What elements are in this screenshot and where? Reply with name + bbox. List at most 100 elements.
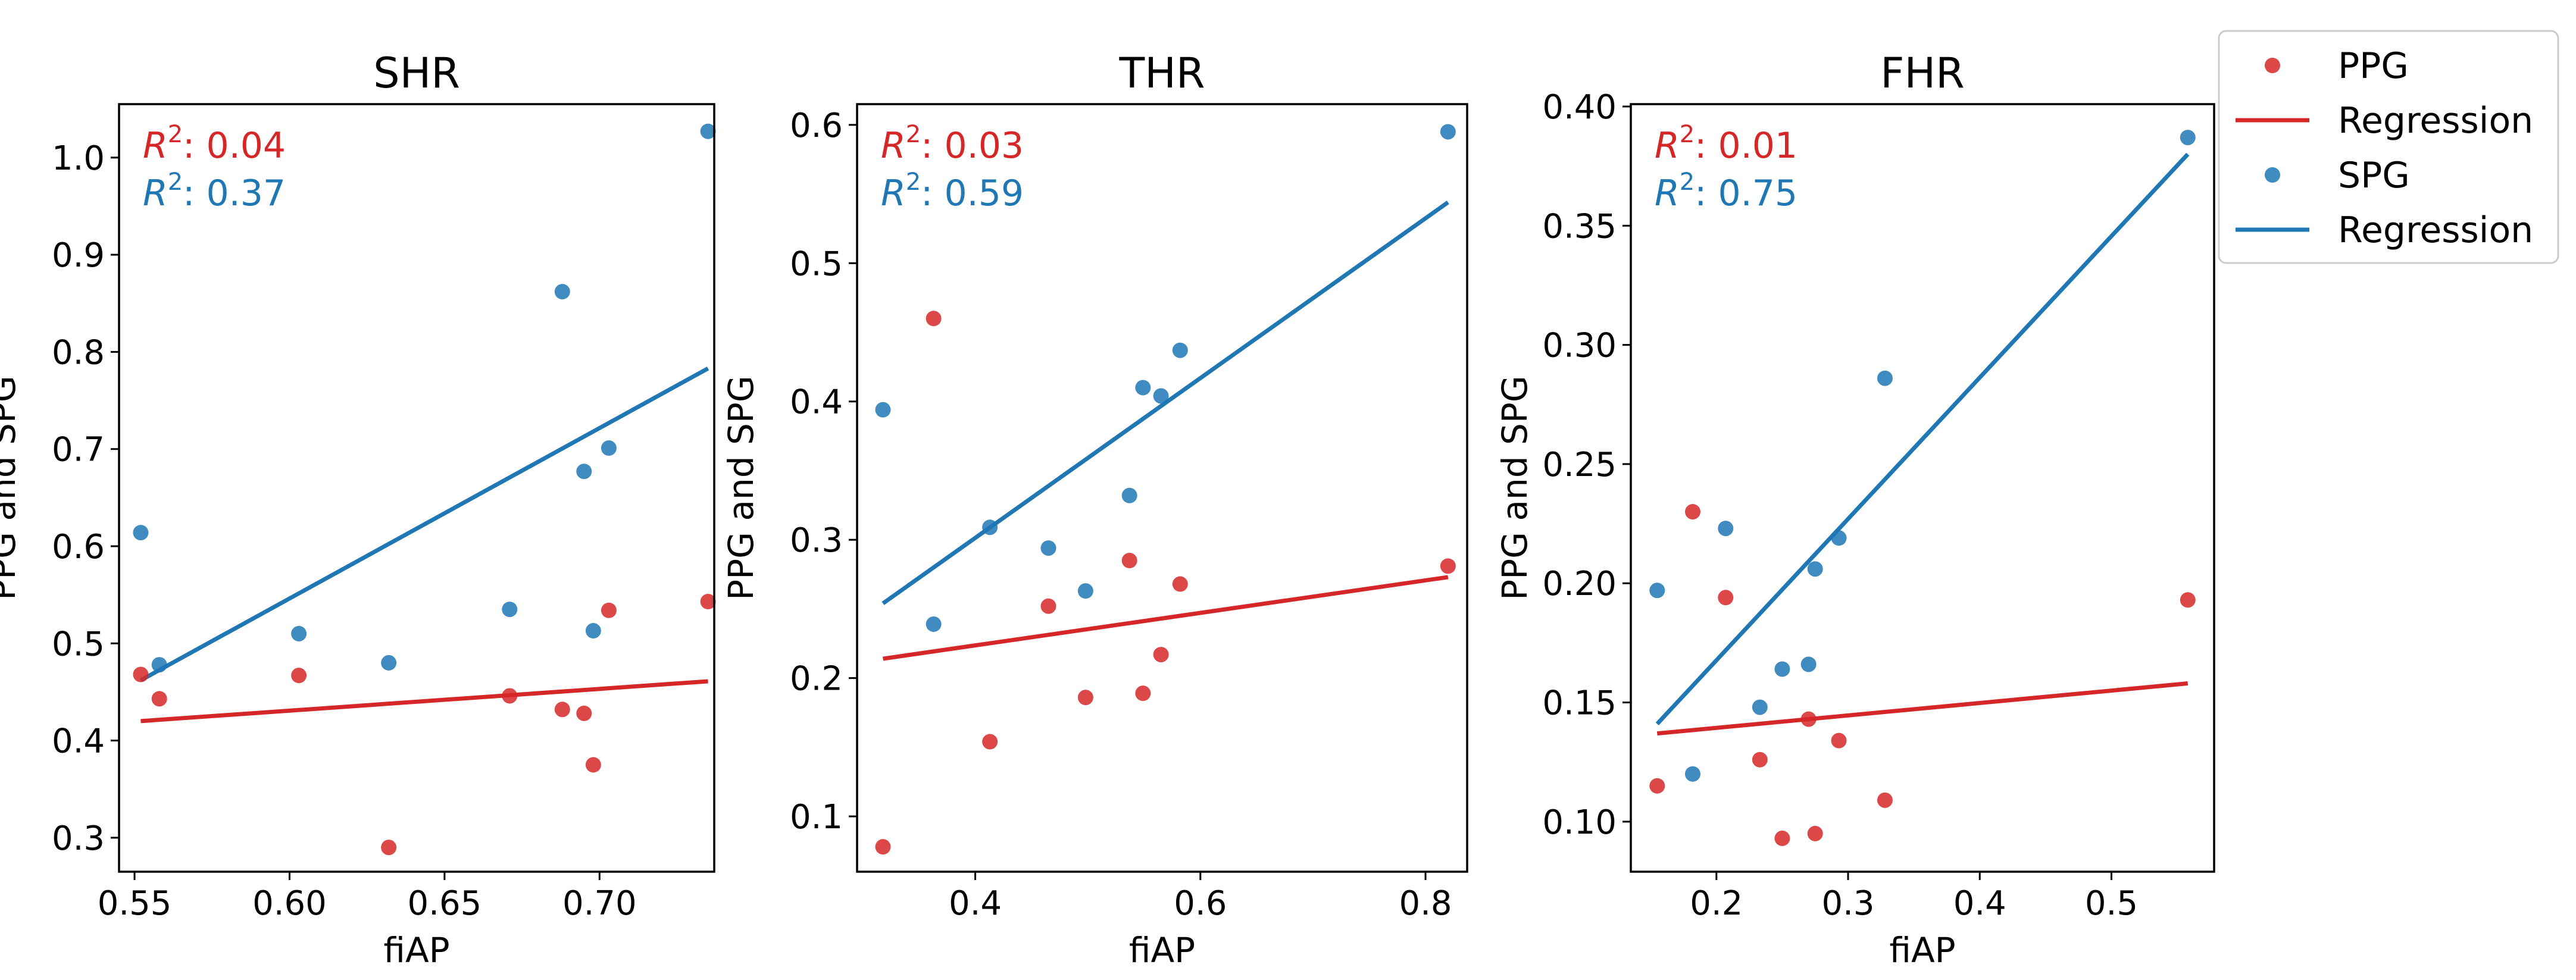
y-tick-label: 0.8 [52, 333, 105, 372]
legend-entry-spg-line: Regression [2236, 209, 2533, 251]
ppg-point [554, 702, 570, 718]
spg-point [601, 440, 617, 456]
y-tick-label: 0.40 [1542, 88, 1617, 127]
r2-value: : 0.04 [183, 125, 286, 167]
legend-marker [2265, 167, 2280, 183]
ppg-point [1807, 825, 1823, 841]
y-tick-label: 0.20 [1542, 565, 1617, 603]
ppg-point [875, 839, 891, 855]
spg-point [1831, 530, 1847, 546]
spg-point [1135, 380, 1151, 396]
x-tick-label: 0.60 [252, 884, 327, 923]
x-tick-label: 0.8 [1399, 884, 1452, 923]
y-axis-label: PPG and SPG [1495, 375, 1535, 600]
r2-symbol: R [1655, 173, 1680, 214]
spg-point [1172, 342, 1188, 358]
ppg-point [291, 668, 307, 684]
y-tick-label: 0.2 [790, 660, 843, 699]
spg-r2-annotation: R2: 0.59 [881, 168, 1024, 214]
y-tick-label: 0.4 [790, 383, 843, 422]
spg-point [502, 602, 518, 618]
ppg-r2-annotation: R2: 0.01 [1655, 121, 1797, 167]
spg-r2-annotation: R2: 0.75 [1655, 168, 1797, 214]
spg-r2-annotation: R2: 0.37 [143, 168, 286, 214]
axes-frame [118, 103, 715, 873]
ppg-point [576, 705, 592, 721]
y-tick-label: 0.5 [790, 245, 843, 283]
ppg-point [700, 594, 716, 610]
x-tick-label: 0.65 [408, 884, 482, 923]
legend-marker [2265, 58, 2280, 73]
axes-frame [856, 103, 1468, 873]
legend-entry-spg-marker: SPG [2265, 155, 2410, 196]
spg-point [1807, 561, 1823, 577]
spg-regression-line [1655, 152, 2190, 725]
spg-point [576, 464, 592, 480]
ppg-regression-line [1656, 681, 2189, 736]
y-tick-label: 0.3 [52, 819, 105, 858]
x-axis-label: fiAP [1129, 930, 1195, 970]
spg-point [1800, 656, 1817, 672]
ppg-regression-line [882, 575, 1449, 661]
r2-symbol: R [143, 173, 168, 214]
ppg-point [1877, 792, 1893, 808]
x-axis-label: fiAP [1889, 930, 1955, 970]
ppg-point [1831, 732, 1847, 749]
ppg-point [2180, 592, 2196, 608]
legend-label: Regression [2338, 100, 2533, 142]
axes-frame [1630, 103, 2215, 873]
ppg-point [601, 602, 617, 618]
r2-superscript: 2 [1680, 121, 1695, 148]
ppg-point [1752, 752, 1768, 768]
ppg-point [1153, 647, 1169, 663]
subplot-fhr: FHR 0.2 0.3 0.4 0.5 0.10 0.15 0.20 0.25 0.30 0.35 0… [1495, 49, 2215, 970]
spg-point [1752, 699, 1768, 715]
y-axis-label: PPG and SPG [721, 375, 761, 600]
r2-symbol: R [1655, 125, 1680, 167]
y-tick-label: 0.9 [52, 236, 105, 275]
spg-point [2180, 130, 2196, 146]
r2-superscript: 2 [168, 121, 183, 148]
r2-symbol: R [881, 125, 906, 167]
legend-entry-ppg-line: Regression [2236, 100, 2533, 142]
r2-superscript: 2 [1680, 168, 1695, 196]
spg-point [1774, 661, 1790, 677]
r2-value: : 0.59 [921, 173, 1024, 214]
spg-point [554, 284, 570, 300]
x-axis-label: fiAP [383, 930, 449, 970]
y-tick-label: 0.1 [790, 798, 843, 837]
y-tick-label: 0.6 [790, 107, 843, 145]
ppg-point [151, 691, 167, 707]
spg-point [1121, 487, 1137, 503]
spg-point [1077, 583, 1093, 599]
legend-label: SPG [2338, 155, 2410, 196]
chart-title: SHR [373, 49, 460, 98]
spg-regression-line [881, 201, 1449, 605]
r2-superscript: 2 [906, 168, 921, 196]
y-tick-label: 1.0 [52, 139, 105, 178]
ppg-point [1649, 778, 1665, 794]
spg-point [1649, 583, 1665, 599]
x-tick-label: 0.70 [562, 884, 637, 923]
y-tick-label: 0.25 [1542, 446, 1617, 484]
x-tick-label: 0.55 [98, 884, 172, 923]
spg-point [1040, 540, 1056, 556]
y-tick-label: 0.3 [790, 521, 843, 560]
spg-point [926, 616, 942, 632]
ppg-point [1800, 711, 1817, 727]
ppg-point [585, 757, 601, 773]
ppg-point [1684, 504, 1700, 520]
ppg-point [1135, 685, 1151, 702]
y-axis-label: PPG and SPG [0, 375, 23, 600]
r2-symbol: R [143, 125, 168, 167]
r2-value: : 0.03 [921, 125, 1024, 167]
spg-point [982, 519, 998, 536]
y-tick-label: 0.15 [1542, 684, 1617, 723]
chart-title: THR [1118, 49, 1205, 98]
subplot-shr: SHR 0.55 0.60 0.65 0.70 0.3 0.4 0.5 0.6 0.7 0.8 0.9… [0, 49, 716, 970]
spg-point [700, 123, 716, 139]
x-tick-label: 0.2 [1690, 884, 1743, 923]
y-tick-label: 0.6 [52, 528, 105, 566]
x-tick-label: 0.4 [949, 884, 1002, 923]
